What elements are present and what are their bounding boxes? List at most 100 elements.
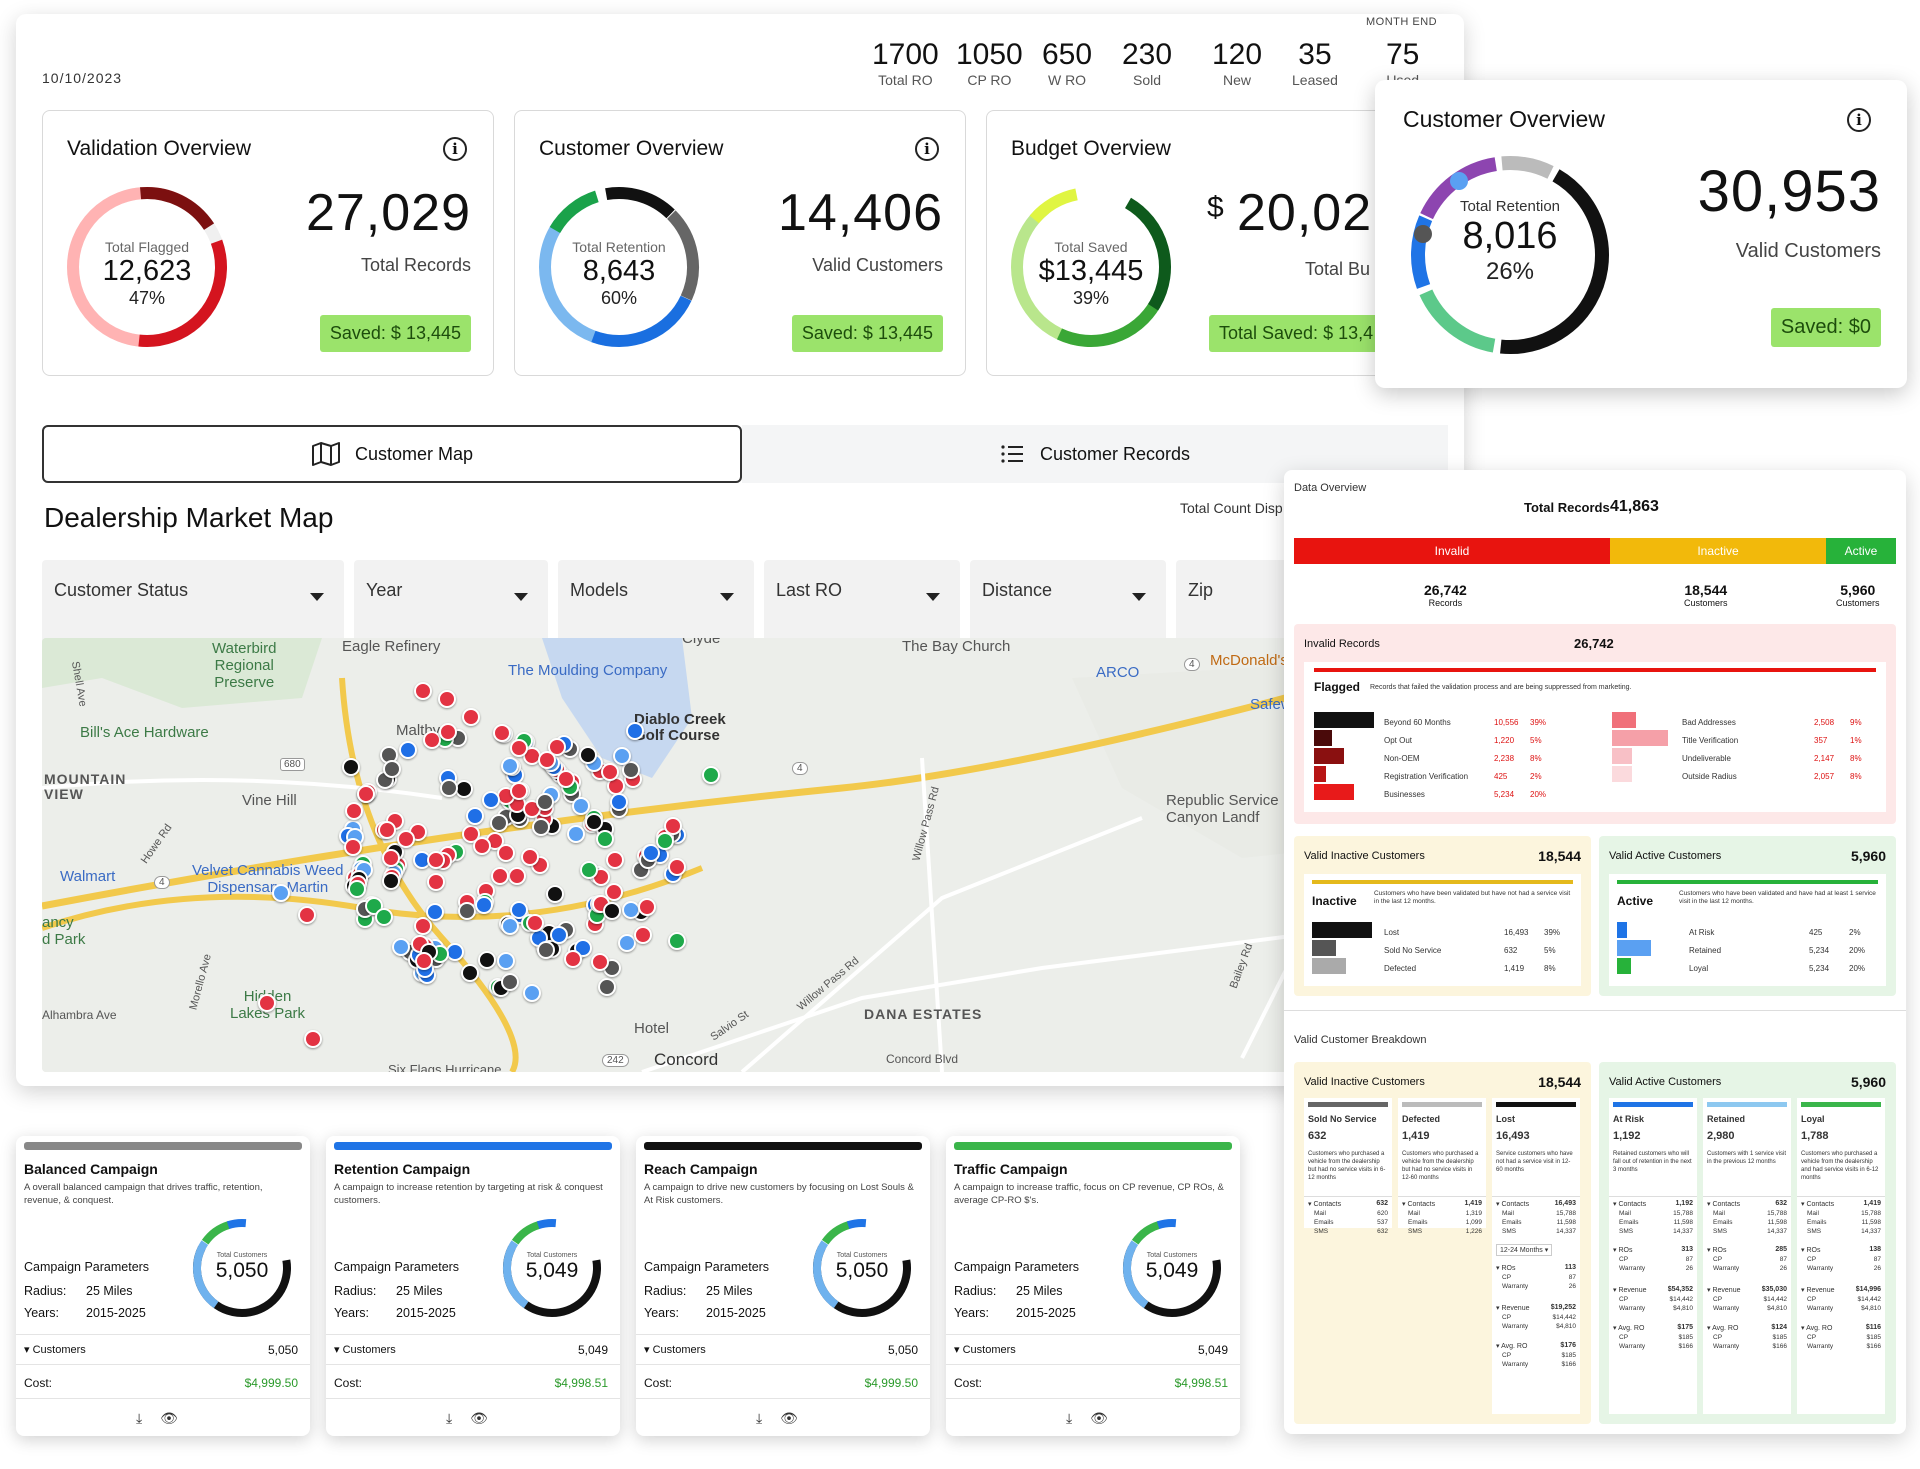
customer-marker[interactable] <box>427 851 445 869</box>
segment-inactive[interactable]: Inactive <box>1610 538 1826 564</box>
customer-marker[interactable] <box>610 793 628 811</box>
customer-marker[interactable] <box>501 757 519 775</box>
customer-marker[interactable] <box>304 1030 322 1048</box>
customer-marker[interactable] <box>572 797 590 815</box>
customer-marker[interactable] <box>548 738 566 756</box>
customers-toggle[interactable]: ▾ Customers <box>334 1344 396 1356</box>
customer-marker[interactable] <box>550 926 568 944</box>
customer-marker[interactable] <box>440 779 458 797</box>
filter-distance[interactable]: Distance <box>970 560 1166 644</box>
customer-marker[interactable] <box>482 791 500 809</box>
filter-last-ro[interactable]: Last RO <box>764 560 960 644</box>
customer-marker[interactable] <box>466 807 484 825</box>
customer-marker[interactable] <box>438 690 456 708</box>
customer-marker[interactable] <box>491 867 509 885</box>
campaign-card[interactable]: Balanced Campaign A overall balanced cam… <box>16 1136 310 1436</box>
segment-active[interactable]: Active <box>1826 538 1896 564</box>
customer-marker[interactable] <box>490 814 508 832</box>
filter-models[interactable]: Models <box>558 560 754 644</box>
customer-marker[interactable] <box>642 844 660 862</box>
eye-icon[interactable]: 👁 <box>1090 1410 1108 1426</box>
customer-marker[interactable] <box>378 821 396 839</box>
customer-marker[interactable] <box>461 964 479 982</box>
customer-marker[interactable] <box>375 908 393 926</box>
customer-marker[interactable] <box>564 950 582 968</box>
customer-marker[interactable] <box>656 832 674 850</box>
customer-marker[interactable] <box>478 951 496 969</box>
customer-marker[interactable] <box>272 884 290 902</box>
customer-marker[interactable] <box>668 858 686 876</box>
customer-marker[interactable] <box>458 902 476 920</box>
customer-marker[interactable] <box>702 766 720 784</box>
customer-marker[interactable] <box>414 917 432 935</box>
download-icon[interactable]: ⤓ <box>136 1410 143 1426</box>
customer-marker[interactable] <box>497 952 515 970</box>
segment-invalid[interactable]: Invalid <box>1294 538 1610 564</box>
customer-marker[interactable] <box>462 708 480 726</box>
filter-year[interactable]: Year <box>354 560 548 644</box>
filter-zip[interactable]: Zip <box>1176 560 1296 644</box>
customer-marker[interactable] <box>426 903 444 921</box>
customer-marker[interactable] <box>567 825 585 843</box>
campaign-card[interactable]: Traffic Campaign A campaign to increase … <box>946 1136 1240 1436</box>
customer-marker[interactable] <box>618 934 636 952</box>
customer-marker[interactable] <box>585 813 603 831</box>
customer-marker[interactable] <box>668 932 686 950</box>
customer-marker[interactable] <box>473 837 491 855</box>
customer-marker[interactable] <box>579 746 597 764</box>
customer-marker[interactable] <box>501 973 519 991</box>
eye-icon[interactable]: 👁 <box>470 1410 488 1426</box>
customer-marker[interactable] <box>596 830 614 848</box>
customer-marker[interactable] <box>546 885 564 903</box>
customer-marker[interactable] <box>493 724 511 742</box>
customer-marker[interactable] <box>439 723 457 741</box>
customer-marker[interactable] <box>510 782 528 800</box>
customer-marker[interactable] <box>613 747 631 765</box>
customer-marker[interactable] <box>258 994 276 1012</box>
customer-marker[interactable] <box>415 952 433 970</box>
customers-toggle[interactable]: ▾ Customers <box>644 1344 706 1356</box>
customer-marker[interactable] <box>397 830 415 848</box>
customer-marker[interactable] <box>591 953 609 971</box>
customer-marker[interactable] <box>510 901 528 919</box>
customer-marker[interactable] <box>626 722 644 740</box>
customer-marker[interactable] <box>497 844 515 862</box>
customer-marker[interactable] <box>475 896 493 914</box>
info-icon[interactable]: i <box>443 137 467 161</box>
customer-marker[interactable] <box>501 917 519 935</box>
customer-marker[interactable] <box>523 984 541 1002</box>
download-icon[interactable]: ⤓ <box>1066 1410 1073 1426</box>
customer-marker[interactable] <box>638 898 656 916</box>
customer-marker[interactable] <box>603 902 621 920</box>
customer-marker[interactable] <box>606 851 624 869</box>
filter-customer-status[interactable]: Customer Status <box>42 560 344 644</box>
customer-marker[interactable] <box>532 818 550 836</box>
customer-marker[interactable] <box>423 731 441 749</box>
customer-marker[interactable] <box>508 867 526 885</box>
customer-marker[interactable] <box>536 793 554 811</box>
customers-toggle[interactable]: ▾ Customers <box>24 1344 86 1356</box>
customer-marker[interactable] <box>538 751 556 769</box>
customer-marker[interactable] <box>414 682 432 700</box>
customer-marker[interactable] <box>399 741 417 759</box>
customer-marker[interactable] <box>342 758 360 776</box>
campaign-card[interactable]: Reach Campaign A campaign to drive new c… <box>636 1136 930 1436</box>
campaign-card[interactable]: Retention Campaign A campaign to increas… <box>326 1136 620 1436</box>
customer-marker[interactable] <box>601 763 619 781</box>
customers-toggle[interactable]: ▾ Customers <box>954 1344 1016 1356</box>
customer-marker[interactable] <box>526 914 544 932</box>
tab-customer-map[interactable]: Customer Map <box>42 425 742 483</box>
customer-marker[interactable] <box>605 883 623 901</box>
customer-marker[interactable] <box>521 848 539 866</box>
eye-icon[interactable]: 👁 <box>160 1410 178 1426</box>
customer-marker[interactable] <box>622 901 640 919</box>
customer-marker[interactable] <box>664 817 682 835</box>
download-icon[interactable]: ⤓ <box>446 1410 453 1426</box>
download-icon[interactable]: ⤓ <box>756 1410 763 1426</box>
customer-marker[interactable] <box>537 941 555 959</box>
customer-map[interactable]: Waterbird Regional Preserve Eagle Refinery… <box>42 638 1432 1072</box>
customer-marker[interactable] <box>383 760 401 778</box>
customer-marker[interactable] <box>382 872 400 890</box>
info-icon[interactable]: i <box>1847 108 1871 132</box>
info-icon[interactable]: i <box>915 137 939 161</box>
